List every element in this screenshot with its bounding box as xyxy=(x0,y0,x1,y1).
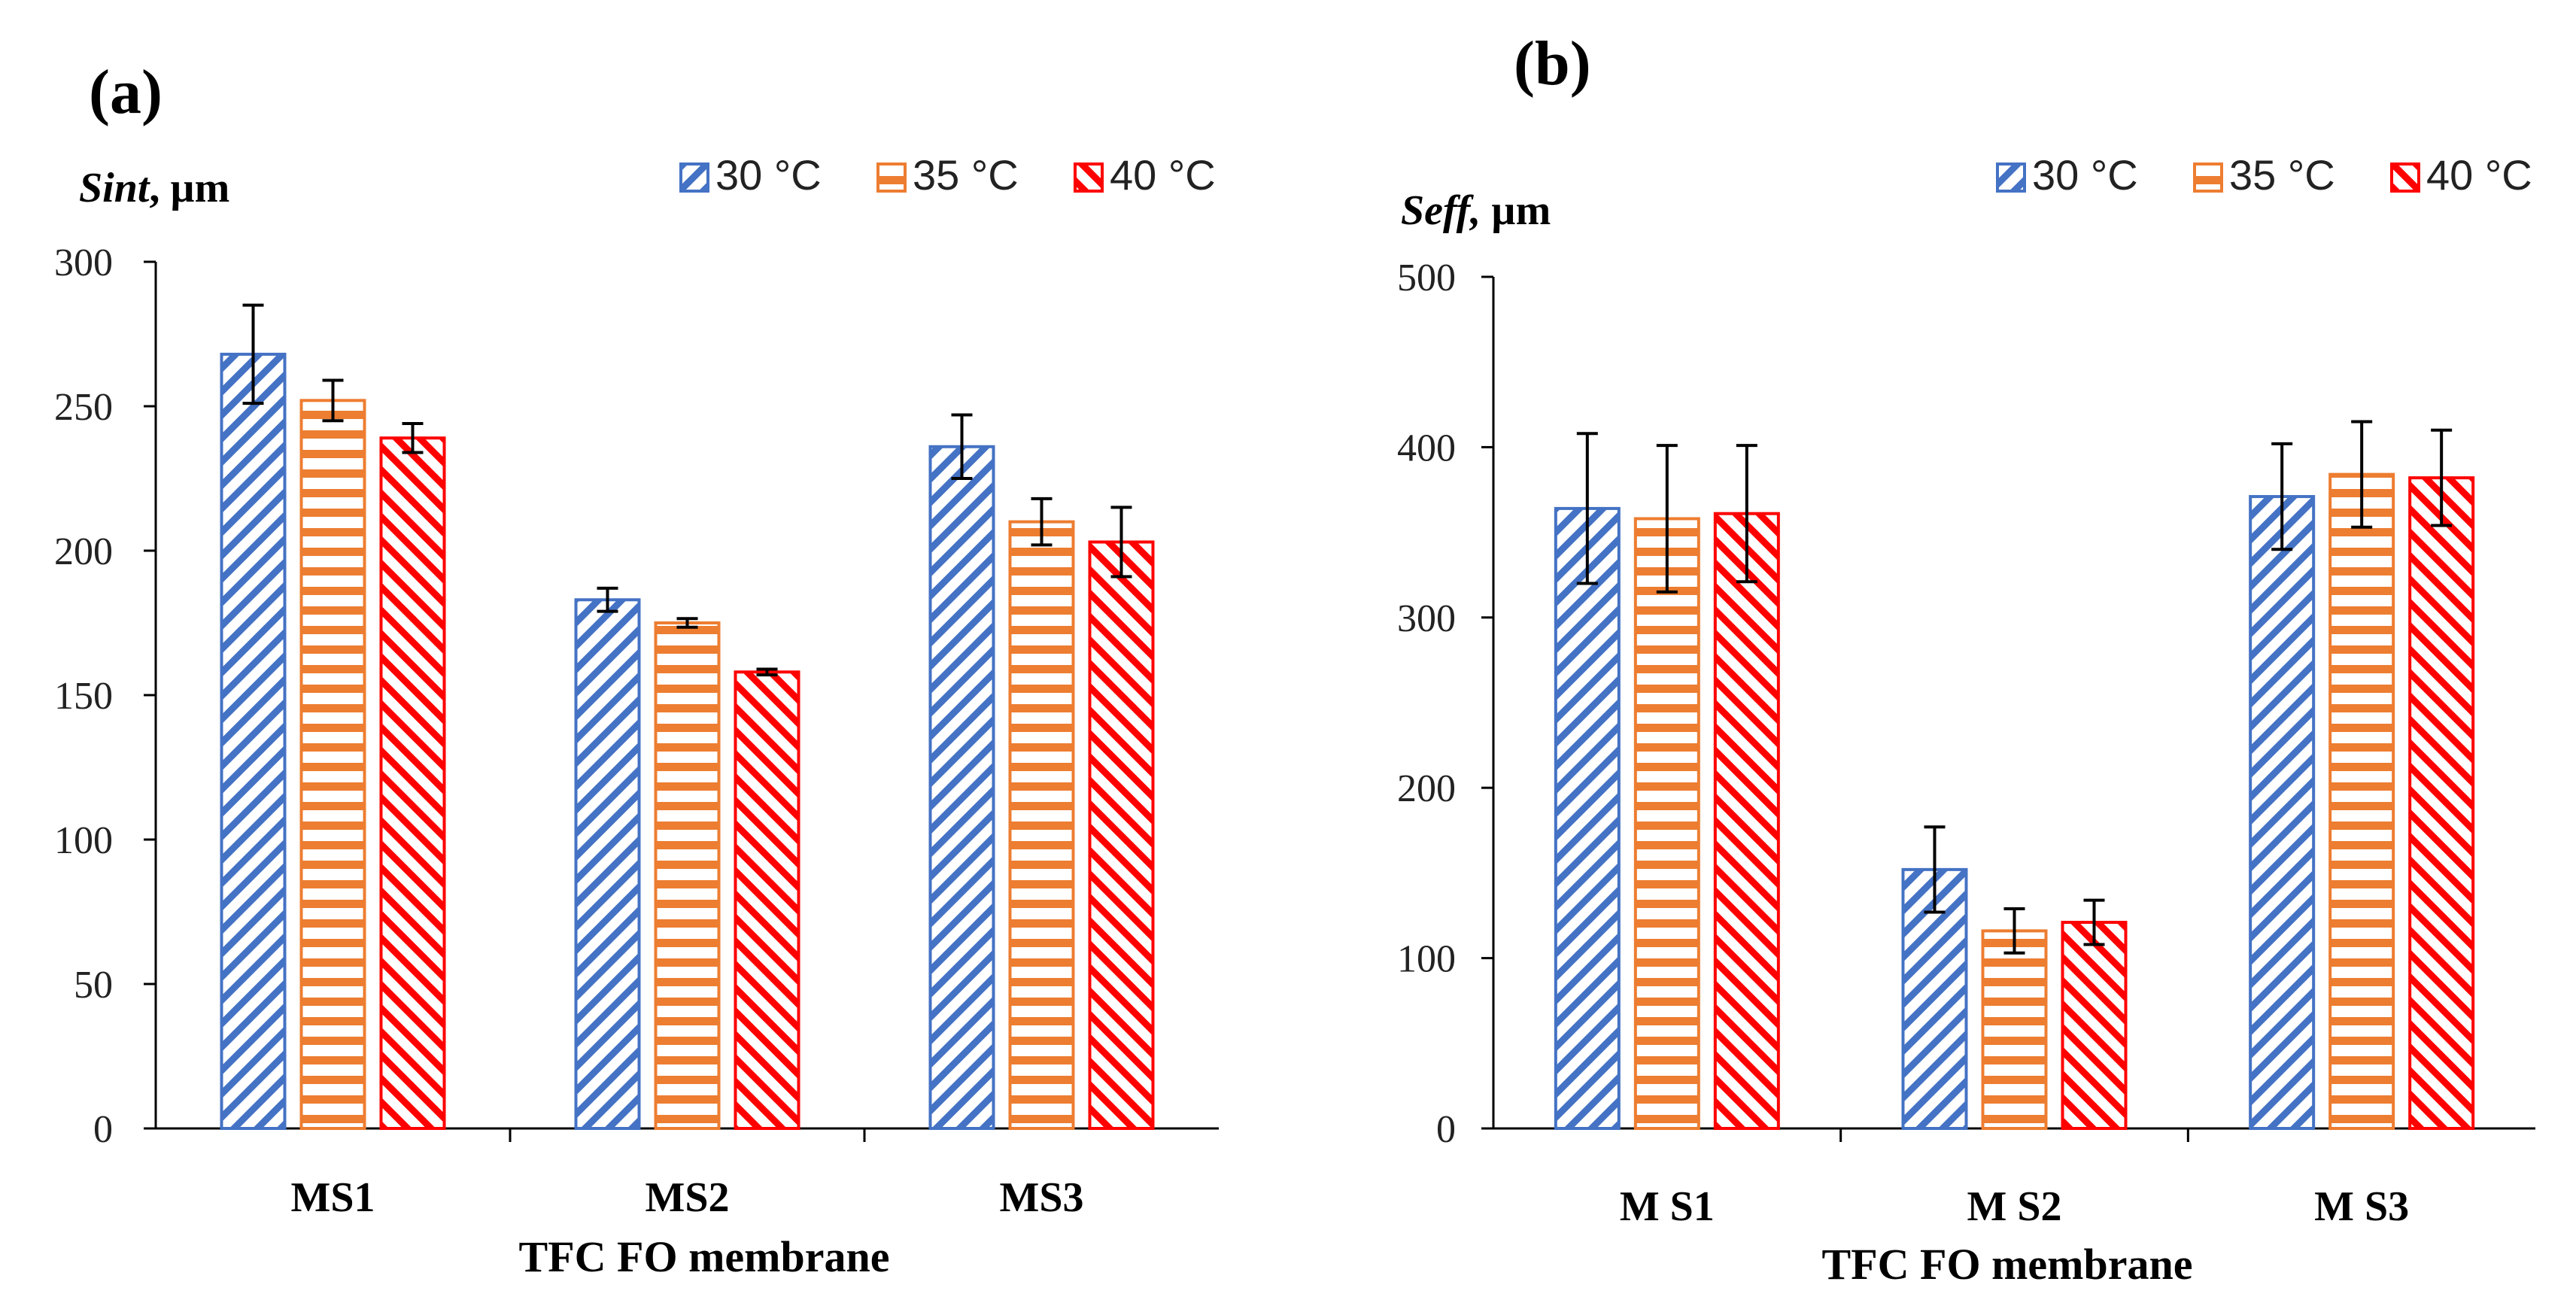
panel-a-label: (a) xyxy=(89,57,163,127)
panel-b-category-label: M S2 xyxy=(1967,1183,2062,1230)
panel-b-bar xyxy=(2328,472,2395,1130)
panel-b-legend-label: 30 °C xyxy=(2032,151,2138,199)
panel-b-plot: 0 100 200 300 400 500 M S1 M S2 M S3 30 °C 35 °C 40… xyxy=(1397,151,2535,1230)
panel-a-category-label: MS1 xyxy=(291,1174,375,1221)
panel-a-y-tick-label: 250 xyxy=(54,386,113,429)
panel-a-y-unit: , µm xyxy=(149,165,229,211)
panel-b-category-label: M S3 xyxy=(2314,1183,2409,1230)
panel-a-bar xyxy=(1008,520,1075,1130)
panel-b-y-tick-label: 200 xyxy=(1397,767,1456,810)
panel-b-y-axis-label: Seff, µm xyxy=(1401,187,1551,234)
panel-a-legend-label: 40 °C xyxy=(1110,151,1216,199)
panel-a-y-tick-label: 150 xyxy=(54,675,113,718)
panel-b-bar xyxy=(1633,517,1700,1130)
panel-a-legend-swatch xyxy=(679,162,709,193)
panel-a-plot: 0 50 100 150 200 250 300 MS1 MS2 MS3 30 °C 35 °C 40 … xyxy=(54,151,1219,1221)
panel-b-bar xyxy=(1713,512,1780,1130)
panel-b-bar xyxy=(1554,506,1621,1130)
panel-b-legend-label: 40 °C xyxy=(2426,151,2532,199)
panel-a-legend-label: 35 °C xyxy=(913,151,1019,199)
panel-b-y-tick-label: 100 xyxy=(1397,938,1456,981)
panel-a-y-axis-label: Sint, µm xyxy=(79,165,229,211)
panel-a-bar xyxy=(928,445,995,1130)
panel-a-bar xyxy=(574,598,641,1130)
panel-a-y-var: Sint xyxy=(79,165,150,211)
panel-b-y-var: Seff, xyxy=(1401,187,1481,234)
panel-a-y-tick-label: 300 xyxy=(54,241,113,284)
panel-b-y-tick-label: 300 xyxy=(1397,597,1456,640)
panel-a-legend-label: 30 °C xyxy=(715,151,822,199)
panel-a-bar xyxy=(299,399,366,1130)
panel-a-category-label: MS2 xyxy=(646,1174,730,1221)
panel-a-y-tick-label: 50 xyxy=(74,964,113,1007)
panel-a-y-tick-label: 0 xyxy=(93,1108,113,1151)
panel-a-x-axis-label: TFC FO membrane xyxy=(519,1232,890,1281)
panel-b-legend-swatch xyxy=(2193,162,2223,193)
panel-a-y-tick-label: 200 xyxy=(54,530,113,573)
panel-a-bar xyxy=(734,670,800,1130)
panel-b-bar xyxy=(1981,929,2048,1130)
panel-b-y-unit: µm xyxy=(1481,187,1551,234)
panel-b-legend-label: 35 °C xyxy=(2229,151,2335,199)
panel-b-y-tick-label: 400 xyxy=(1397,427,1456,469)
panel-b-label: (b) xyxy=(1514,29,1591,99)
panel-b-legend-swatch xyxy=(1996,162,2026,193)
panel-b-y-tick-label: 500 xyxy=(1397,257,1456,299)
panel-b-y-tick-label: 0 xyxy=(1436,1108,1456,1151)
panel-a-category-label: MS3 xyxy=(1000,1174,1084,1221)
panel-a-bar xyxy=(1088,540,1155,1130)
panel-a-bar xyxy=(654,621,721,1130)
panel-a-legend-swatch xyxy=(1074,162,1104,193)
panel-a-bar xyxy=(220,352,287,1130)
panel-b-legend-swatch xyxy=(2390,162,2420,193)
panel-a-bar xyxy=(379,436,446,1130)
panel-a-legend-swatch xyxy=(876,162,907,193)
panel-b-bar xyxy=(2061,921,2128,1131)
panel-b-bar xyxy=(2249,495,2316,1130)
panel-b-bar xyxy=(2408,476,2475,1130)
panel-a-y-tick-label: 100 xyxy=(54,819,113,862)
panel-b-category-label: M S1 xyxy=(1620,1183,1715,1230)
panel-b-x-axis-label: TFC FO membrane xyxy=(1822,1240,2193,1289)
